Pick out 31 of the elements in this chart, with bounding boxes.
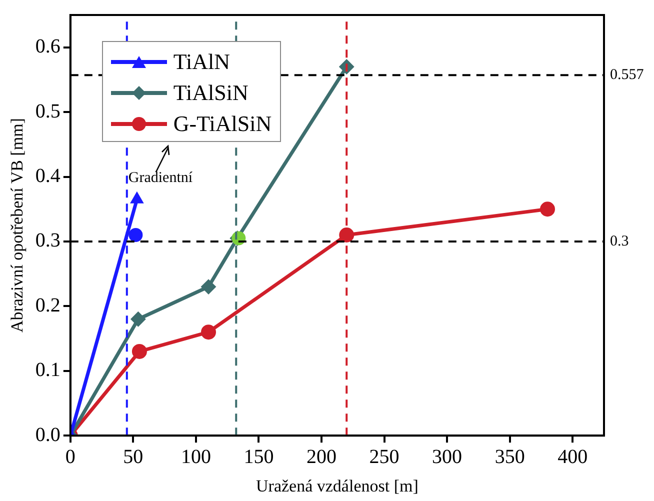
point	[201, 324, 216, 340]
x-tick-label: 350	[494, 446, 525, 468]
y-tick-label: 0.1	[35, 359, 60, 382]
x-tick-label: 250	[369, 446, 400, 468]
x-tick-label: 0	[65, 446, 76, 468]
point	[540, 202, 555, 217]
y-tick-label: 0.0	[35, 424, 60, 446]
y-tick-label: 0.4	[35, 165, 60, 188]
point	[339, 228, 354, 243]
x-tick-label: 400	[558, 446, 588, 468]
x-tick-label: 100	[180, 446, 211, 468]
x-tick-label: 200	[306, 446, 337, 468]
x-axis-title: Uražená vzdálenost [m]	[256, 476, 418, 496]
y-tick-label: 0.5	[35, 100, 60, 122]
point	[132, 344, 147, 359]
annotation: Gradientní	[128, 170, 193, 187]
legend-label: TiAlN	[173, 48, 230, 76]
point	[128, 228, 143, 242]
legend-label: TiAlSiN	[173, 79, 248, 107]
y-tick-label: 0.6	[35, 36, 60, 58]
x-tick-label: 300	[432, 446, 462, 468]
point	[130, 312, 146, 327]
y-tick-label: 0.3	[35, 230, 60, 252]
y-axis-title: Abrazivní opotřebení VB [mm]	[8, 118, 27, 333]
ref-line-label: 0.3	[610, 233, 629, 250]
x-tick-label: 50	[123, 446, 144, 468]
legend-label: G-TiAlSiN	[173, 110, 272, 138]
point	[201, 279, 216, 294]
x-tick-label: 150	[244, 446, 274, 468]
y-tick-label: 0.2	[35, 294, 60, 316]
ref-line-label: 0.557	[610, 67, 644, 84]
